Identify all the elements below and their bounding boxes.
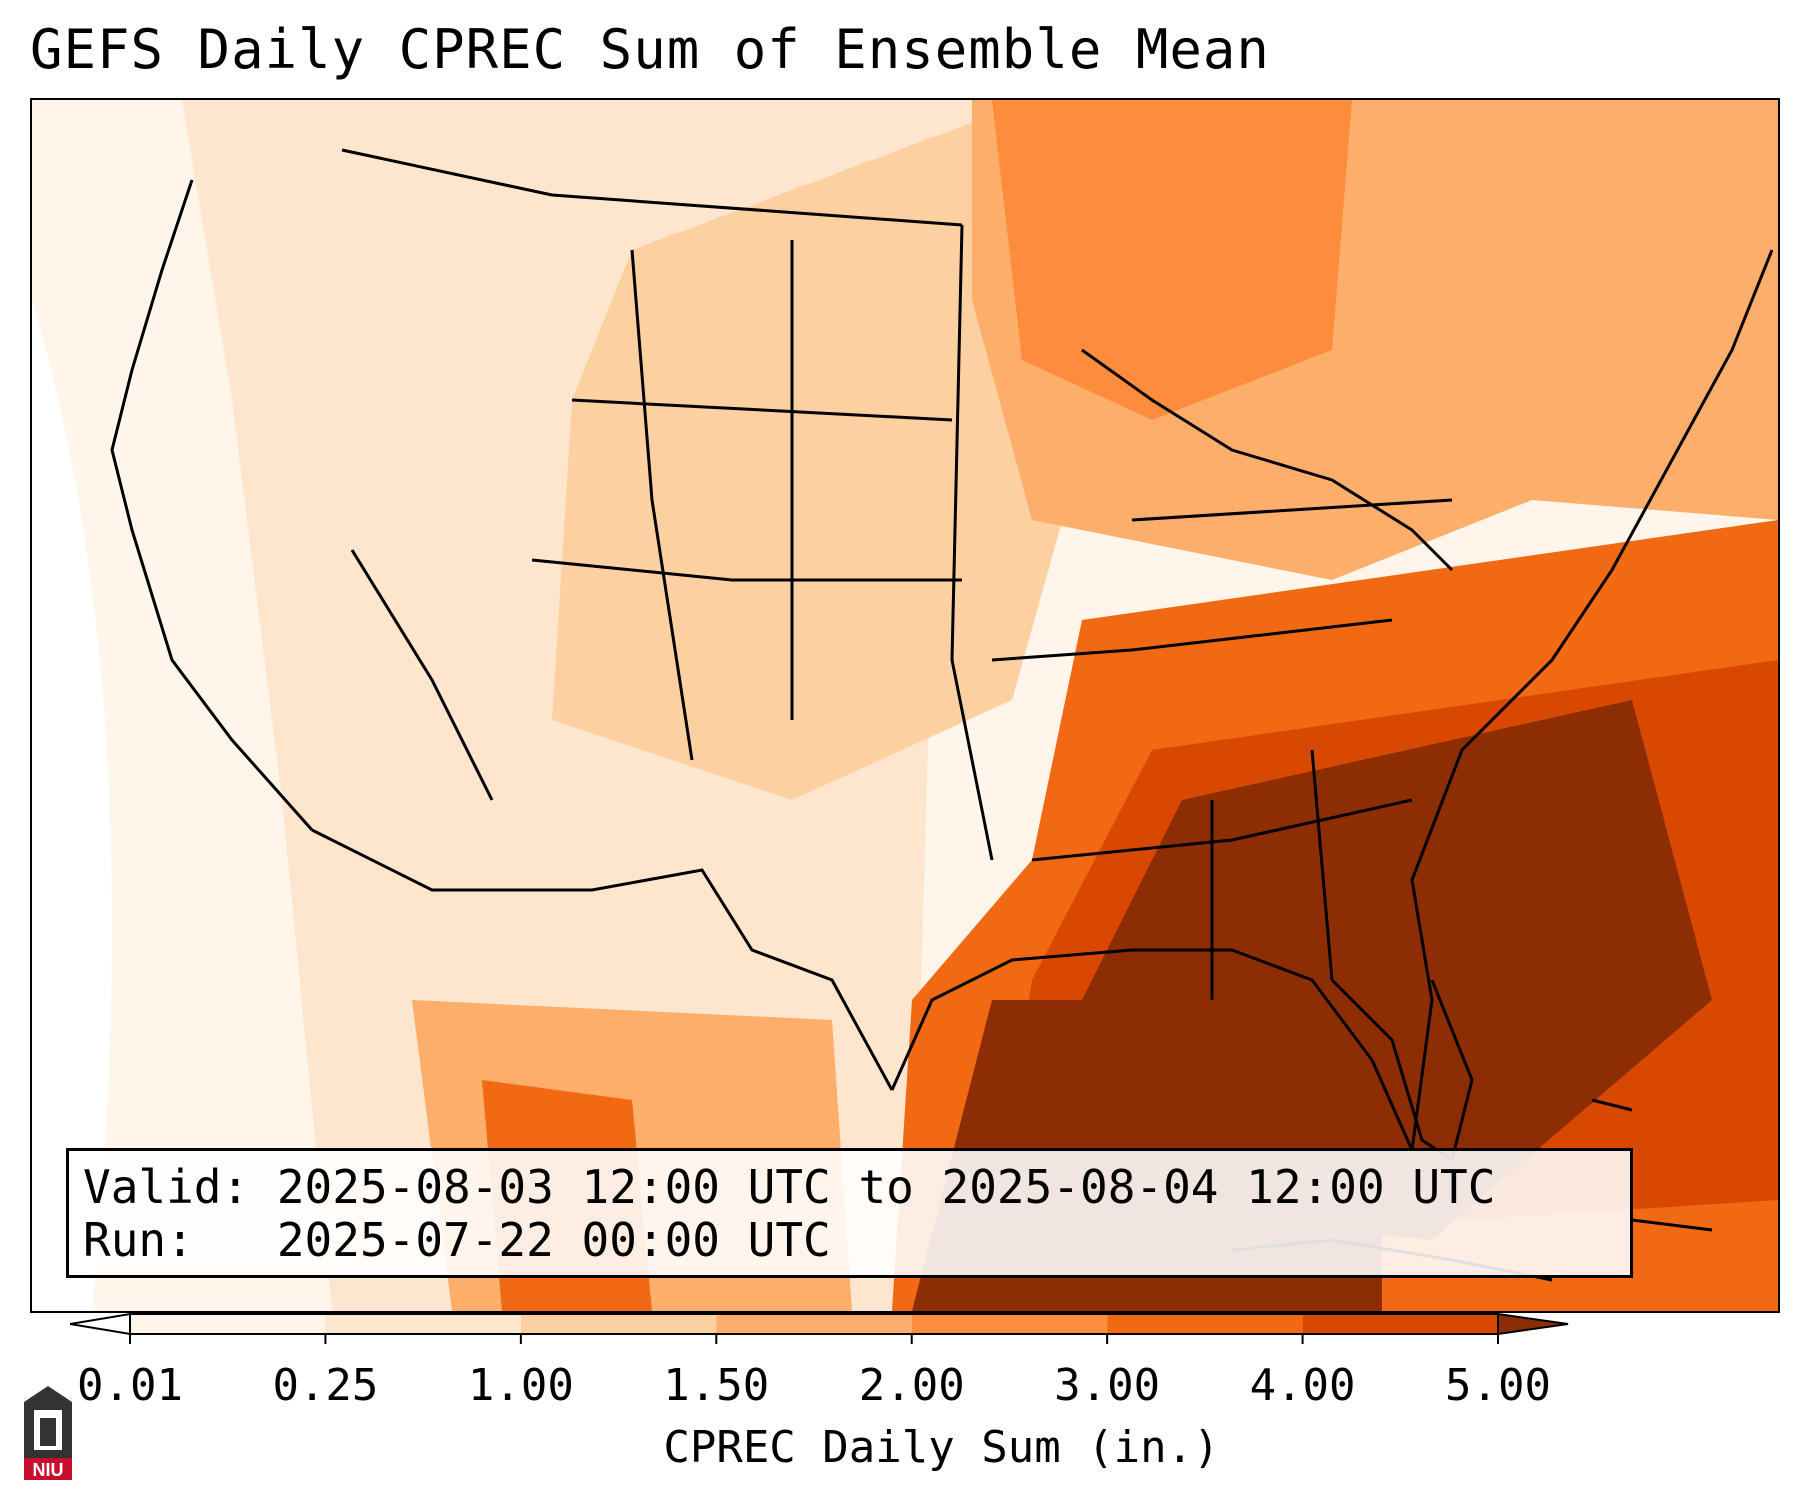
precip-band-north-core [992, 100, 1352, 420]
map-title: GEFS Daily CPREC Sum of Ensemble Mean [30, 18, 1270, 81]
island-hispaniola [1631, 1218, 1713, 1232]
colorbar-extend-high [1497, 1312, 1569, 1336]
us-border-north [341, 148, 963, 227]
colorbar-segment [716, 1314, 912, 1334]
us-mexico-border [311, 828, 894, 1091]
colorbar-tick-label: 1.00 [467, 1360, 574, 1411]
colorbar-extend-low [70, 1312, 131, 1336]
state-line-4 [630, 249, 694, 761]
state-line-3 [571, 398, 953, 422]
colorbar-segment [130, 1314, 326, 1334]
colorbar-tick-label: 5.00 [1445, 1360, 1551, 1411]
state-line-2 [531, 558, 962, 582]
niu-logo: NIU [24, 1386, 72, 1480]
state-line-1 [350, 549, 494, 801]
logo-text: NIU [33, 1460, 64, 1480]
valid-time-line: Valid: 2025-08-03 12:00 UTC to 2025-08-0… [83, 1160, 1496, 1214]
west-coast [110, 179, 314, 831]
east-coast [1410, 249, 1774, 1151]
state-line-7 [991, 618, 1393, 662]
colorbar-tick-label: 0.01 [77, 1360, 183, 1411]
state-boundaries [110, 148, 1774, 1163]
off-domain-left [32, 300, 112, 1311]
state-line-10 [1310, 749, 1334, 981]
island-bahamas [1591, 1098, 1633, 1112]
colorbar-tick-labels: 0.01 0.25 1.00 1.50 2.00 3.00 4.00 5.00 [0, 1360, 1803, 1420]
colorbar-title: CPREC Daily Sum (in.) [663, 1422, 1220, 1473]
colorbar-segment [1302, 1314, 1498, 1334]
precipitation-map [30, 98, 1780, 1313]
colorbar-segment [1107, 1314, 1303, 1334]
state-line-8 [1031, 798, 1413, 862]
precip-band-100 [552, 100, 1082, 800]
colorbar-tick-label: 2.00 [858, 1360, 965, 1411]
colorbar-tick-label: 4.00 [1249, 1360, 1356, 1411]
colorbar-segment [520, 1314, 717, 1334]
colorbar-tick-label: 3.00 [1054, 1360, 1161, 1411]
state-line-11 [1131, 498, 1453, 522]
valid-run-info-box: Valid: 2025-08-03 12:00 UTC to 2025-08-0… [66, 1148, 1633, 1278]
colorbar-tick-label: 0.25 [272, 1360, 379, 1411]
colorbar [70, 1312, 1569, 1344]
colorbar-segment [325, 1314, 521, 1334]
gulf-coast [890, 948, 1414, 1151]
run-time-line: Run: 2025-07-22 00:00 UTC [83, 1213, 831, 1267]
colorbar-segment [911, 1314, 1108, 1334]
state-line-6 [950, 224, 994, 861]
great-lakes-shore [1081, 348, 1454, 572]
colorbar-tick-label: 1.50 [663, 1360, 770, 1411]
colorbar-outline [129, 1313, 1499, 1335]
